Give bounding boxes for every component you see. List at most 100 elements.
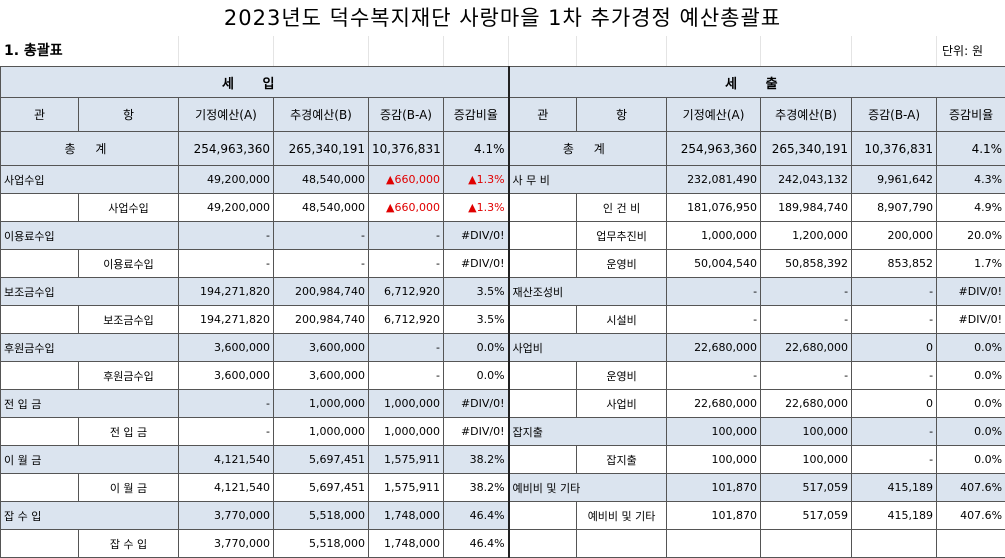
diff-cell: 415,189 (851, 473, 938, 502)
total-revised: 265,340,191 (760, 131, 853, 166)
kwan-cell (507, 529, 578, 558)
section-label: 1. 총괄표 (4, 43, 63, 59)
hang-cell: 사업비 (576, 389, 668, 418)
diff-cell: 1,000,000 (368, 389, 444, 418)
sub-header-row: 1. 총괄표 단위: 원 (0, 36, 1005, 66)
kwan-cell (507, 305, 578, 334)
revised-budget-cell: 517,059 (760, 501, 853, 530)
ratio-cell: 4.9% (936, 193, 1005, 222)
revised-budget-cell: 50,858,392 (760, 249, 853, 278)
grid-line (760, 36, 761, 66)
grid-line (508, 36, 509, 66)
revised-budget-cell: 100,000 (760, 417, 853, 446)
hang-cell: 업무추진비 (576, 221, 668, 250)
diff-cell: - (368, 333, 444, 362)
col-header-hang: 항 (576, 97, 668, 132)
grid-line (666, 36, 667, 66)
revised-budget-cell: 100,000 (760, 445, 853, 474)
original-budget-cell: 50,004,540 (666, 249, 762, 278)
ratio-cell: 0.0% (936, 445, 1005, 474)
diff-cell: ▲660,000 (368, 193, 444, 222)
revised-budget-cell: - (760, 361, 853, 390)
table-row: 이용료수입 - - - #DIV/0! 업무추진비 1,000,000 1,200,000 20… (0, 221, 1005, 250)
table-row: 잡 수 입 3,770,000 5,518,000 1,748,000 46.4% 예비비… (0, 501, 1005, 530)
kwan-cell (0, 249, 79, 278)
table-row: 잡 수 입 3,770,000 5,518,000 1,748,000 46.4% (0, 529, 1005, 558)
grid-line (178, 36, 179, 66)
hang-cell: 사업수입 (78, 193, 179, 222)
total-original: 254,963,360 (178, 131, 274, 166)
original-budget-cell: 1,000,000 (666, 221, 762, 250)
revised-budget-cell: - (273, 221, 369, 250)
kwan-cell (0, 529, 79, 558)
original-budget-cell: 194,271,820 (178, 277, 274, 306)
kwan-cell (0, 473, 79, 502)
original-budget-cell: 3,600,000 (178, 361, 274, 390)
kwan-cell (0, 193, 79, 222)
diff-cell: - (368, 221, 444, 250)
hang-cell: 후원금수입 (78, 361, 179, 390)
original-budget-cell: 49,200,000 (178, 165, 274, 194)
diff-cell: 6,712,920 (368, 305, 444, 334)
hang-cell (576, 529, 668, 558)
col-header-original: 기정예산(A) (666, 97, 762, 132)
original-budget-cell: 49,200,000 (178, 193, 274, 222)
kwan-cell (507, 249, 578, 278)
table-row: 사업수입 49,200,000 48,540,000 ▲660,000 ▲1.3% 인 건… (0, 193, 1005, 222)
income-header: 세 입 (0, 66, 510, 98)
revised-budget-cell: 242,043,132 (760, 165, 853, 194)
diff-cell: 200,000 (851, 221, 938, 250)
revised-budget-cell: 5,697,451 (273, 445, 369, 474)
ratio-cell: ▲1.3% (442, 165, 510, 194)
col-header-diff: 증감(B-A) (851, 97, 938, 132)
revised-budget-cell: 22,680,000 (760, 389, 853, 418)
original-budget-cell: - (666, 305, 762, 334)
original-budget-cell (666, 529, 762, 558)
kwan-cell: 후원금수입 (0, 333, 179, 362)
kwan-cell (0, 361, 79, 390)
diff-cell: ▲660,000 (368, 165, 444, 194)
revised-budget-cell: 3,600,000 (273, 333, 369, 362)
diff-cell: - (851, 445, 938, 474)
table-row: 이 월 금 4,121,540 5,697,451 1,575,911 38.2% 예비비… (0, 473, 1005, 502)
col-header-original: 기정예산(A) (178, 97, 274, 132)
kwan-cell (507, 193, 578, 222)
table-row: 전 입 금 -1,000,000 1,000,000 #DIV/0! 사업비 22,680… (0, 389, 1005, 418)
col-header-ratio: 증감비율 (936, 97, 1005, 132)
ratio-cell: 0.0% (936, 333, 1005, 362)
hang-cell: 잡지출 (576, 445, 668, 474)
total-row: 총 계 254,963,360 265,340,191 10,376,831 4… (0, 131, 1005, 166)
diff-cell: 415,189 (851, 501, 938, 530)
col-header-ratio: 증감비율 (442, 97, 510, 132)
ratio-cell: 0.0% (936, 389, 1005, 418)
ratio-cell: 0.0% (936, 417, 1005, 446)
grid-line (576, 36, 577, 66)
diff-cell: - (851, 305, 938, 334)
kwan-cell (507, 361, 578, 390)
ratio-cell: 38.2% (442, 445, 510, 474)
revised-budget-cell: 189,984,740 (760, 193, 853, 222)
header-row-sections: 세 입 세 출 (0, 66, 1005, 98)
ratio-cell: 3.5% (442, 277, 510, 306)
ratio-cell: 3.5% (442, 305, 510, 334)
total-label: 총 계 (0, 131, 179, 166)
revised-budget-cell: 22,680,000 (760, 333, 853, 362)
original-budget-cell: 100,000 (666, 445, 762, 474)
revised-budget-cell (760, 529, 853, 558)
table-row: 보조금수입 194,271,820 200,984,740 6,712,920 3.5%… (0, 277, 1005, 306)
total-diff: 10,376,831 (851, 131, 938, 166)
col-header-revised: 추경예산(B) (273, 97, 369, 132)
original-budget-cell: - (178, 221, 274, 250)
kwan-cell: 보조금수입 (0, 277, 179, 306)
original-budget-cell: 101,870 (666, 501, 762, 530)
ratio-cell: 0.0% (442, 361, 510, 390)
page-title: 2023년도 덕수복지재단 사랑마을 1차 추가경정 예산총괄표 (223, 6, 782, 30)
total-ratio: 4.1% (442, 131, 510, 166)
hang-cell: 시설비 (576, 305, 668, 334)
diff-cell: 6,712,920 (368, 277, 444, 306)
original-budget-cell: 3,770,000 (178, 529, 274, 558)
diff-cell: - (851, 417, 938, 446)
original-budget-cell: - (666, 277, 762, 306)
original-budget-cell: 194,271,820 (178, 305, 274, 334)
revised-budget-cell: 48,540,000 (273, 165, 369, 194)
